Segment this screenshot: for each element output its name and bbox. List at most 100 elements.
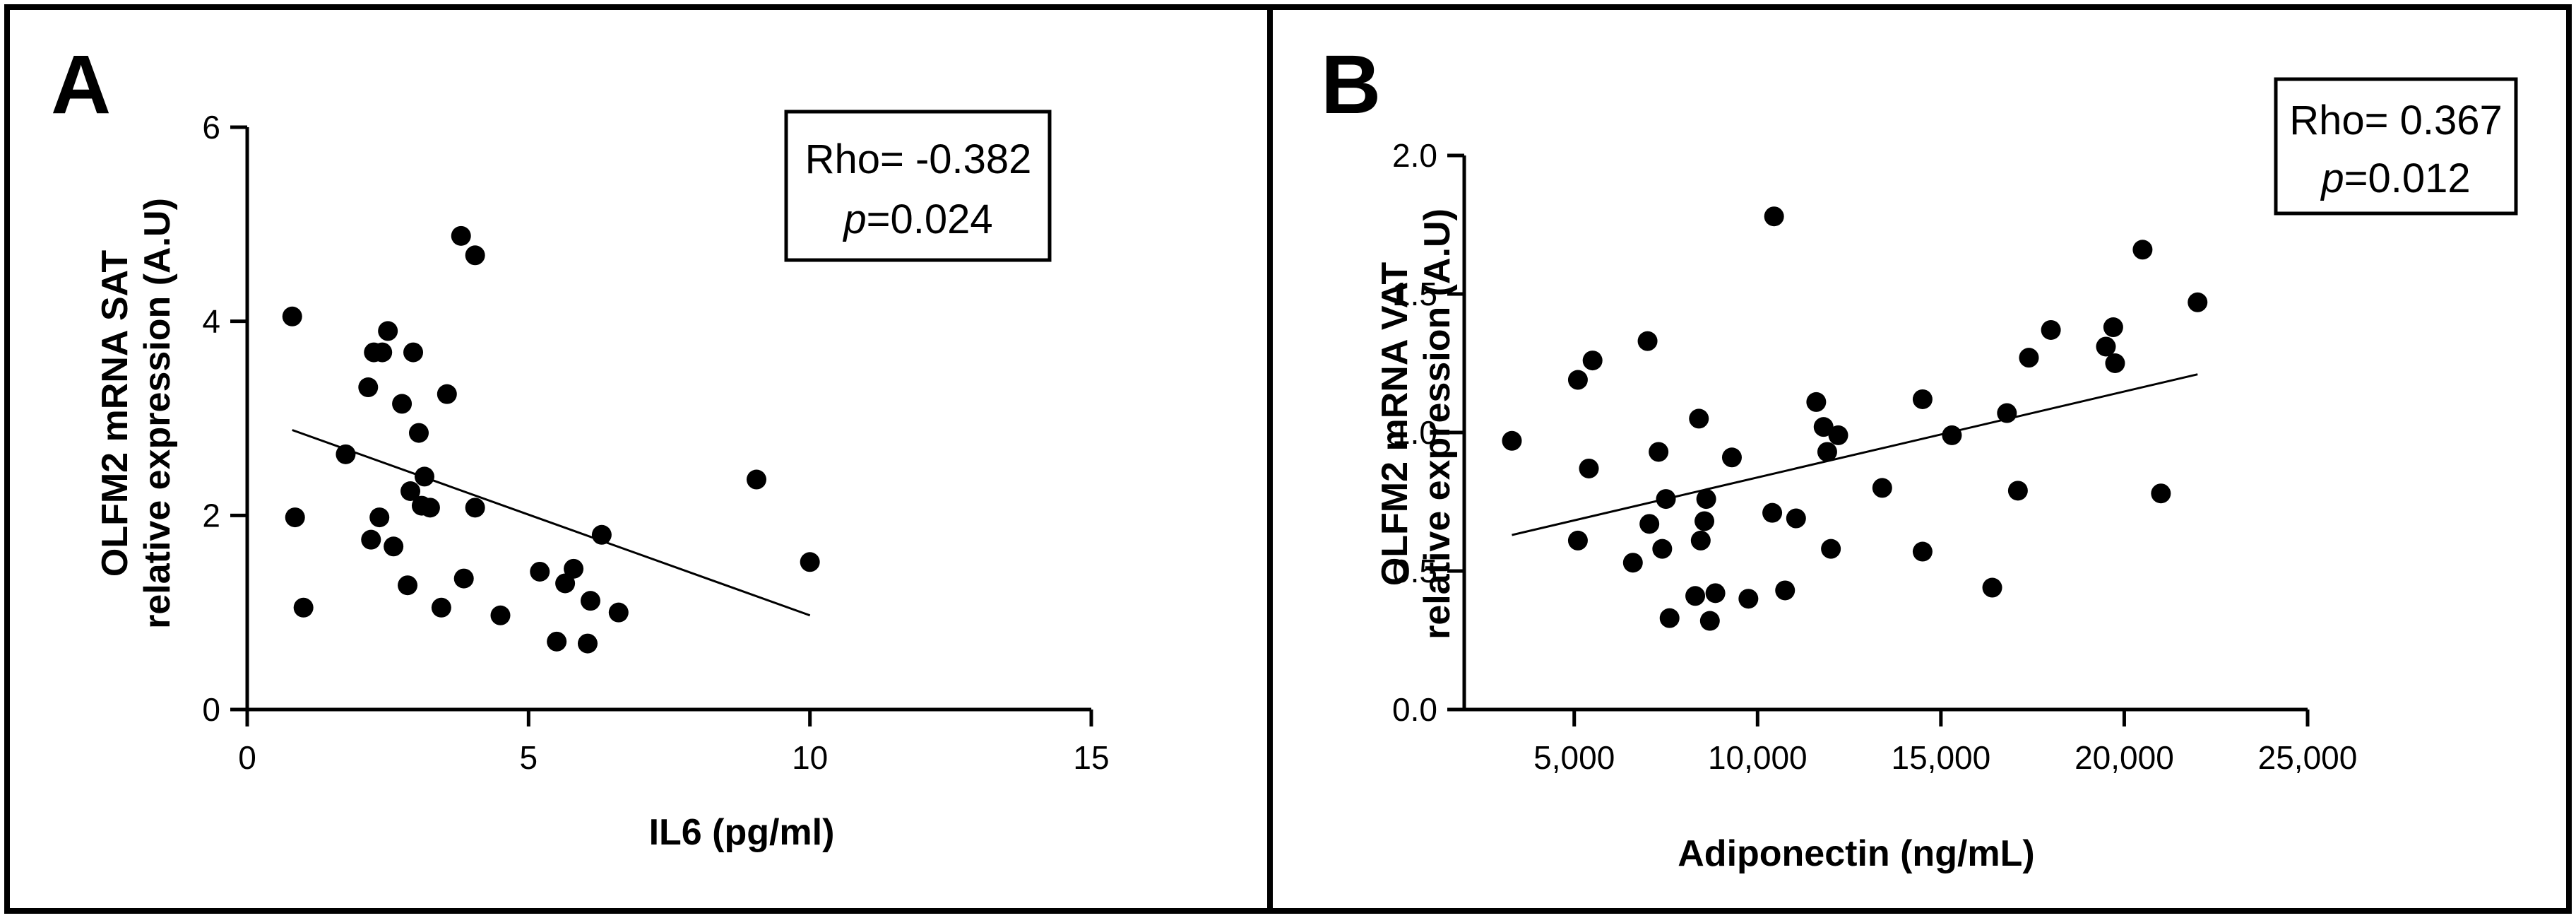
panel-a-data-point xyxy=(398,575,418,596)
panel-b-data-point xyxy=(1762,502,1783,523)
panel-a-x-axis-title: IL6 (pg/ml) xyxy=(649,812,835,853)
panel-b-p-value-label: p=0.012 xyxy=(2320,155,2470,201)
panel-a-data-point xyxy=(591,524,612,545)
panel-b-data-point xyxy=(1579,458,1599,478)
panel-a-data-point xyxy=(336,444,356,464)
panel-a-frame xyxy=(4,4,1273,914)
panel-b-data-point xyxy=(1652,539,1673,559)
panel-a-data-point xyxy=(414,466,434,487)
panel-a-data-point xyxy=(453,568,474,589)
panel-b-data-point xyxy=(1699,611,1720,631)
panel-b-data-point xyxy=(1649,442,1669,462)
panel-a-data-point xyxy=(580,591,600,611)
panel-b-x-tick-label: 20,000 xyxy=(2075,739,2174,776)
panel-b-y-tick-label: 0.5 xyxy=(1392,553,1437,589)
panel-a-x-tick-label: 15 xyxy=(1073,739,1109,776)
panel-b-data-point xyxy=(1806,392,1827,412)
panel-a-data-point xyxy=(746,469,766,490)
panel-a-data-point xyxy=(577,633,598,654)
panel-b-data-point xyxy=(1656,489,1676,510)
panel-a-y-tick-label: 2 xyxy=(202,497,220,534)
panel-b-data-point xyxy=(1912,541,1933,562)
panel-a-data-point xyxy=(358,377,379,398)
panel-b-data-point xyxy=(1738,589,1759,609)
panel-b-data-point xyxy=(2007,481,2028,501)
panel-b-x-axis-title: Adiponectin (ng/mL) xyxy=(1678,833,2034,874)
panel-a-p-value-label: p=0.024 xyxy=(842,196,992,242)
panel-a-data-point xyxy=(420,498,440,518)
panel-a-data-point xyxy=(408,423,429,443)
panel-a-data-point xyxy=(282,306,302,326)
panel-b-y-tick-label: 0.0 xyxy=(1392,691,1437,728)
panel-a-p-symbol: p xyxy=(842,196,866,242)
panel-b-data-point xyxy=(1817,442,1837,462)
panel-a-data-point xyxy=(403,342,424,363)
panel-b-data-point xyxy=(1912,389,1933,409)
panel-a-plot: 0 2 4 6 0 5 10 15 xyxy=(202,109,1109,776)
panel-b-label: B xyxy=(1321,38,1381,131)
panel-b-y-tick-label: 1.5 xyxy=(1392,276,1437,312)
panel-a-data-point xyxy=(564,558,584,579)
panel-b-data-point xyxy=(1705,583,1726,604)
panel-b-data-point xyxy=(1696,489,1716,510)
panel-b-p-symbol: p xyxy=(2320,155,2344,201)
panel-b-data-point xyxy=(1567,370,1588,390)
panel-b-y-axis-title-line2: relative expression (A.U) xyxy=(1417,208,1458,640)
panel-a-data-point xyxy=(608,602,629,623)
panel-b-data-point xyxy=(2105,353,2125,373)
panel-a-data-point xyxy=(490,605,511,625)
panel-b-data-point xyxy=(1775,580,1796,601)
panel-a-data-point xyxy=(400,481,421,501)
panel-a-y-tick-label: 0 xyxy=(202,691,220,728)
panel-b-data-point xyxy=(1997,403,2017,423)
panel-a-data-point xyxy=(800,552,820,572)
panel-b-data-point xyxy=(1582,351,1603,371)
panel-b-plot: 0.0 0.5 1.0 1.5 2.0 5,000 10,000 15,000 20,000 25… xyxy=(1392,137,2357,776)
panel-a-stats-box xyxy=(784,110,1052,262)
panel-b-y-axis-title-line1: OLFM2 mRNA VAT xyxy=(1375,262,1415,587)
panel-b-data-point xyxy=(1764,206,1784,227)
panel-b-data-point xyxy=(1721,447,1742,468)
panel-b-data-point xyxy=(1942,425,1962,445)
panel-b-data-point xyxy=(2151,483,2171,504)
panel-b-p-value: =0.012 xyxy=(2344,155,2471,201)
panel-b-data-point xyxy=(1821,539,1841,559)
panel-a-y-tick-label: 6 xyxy=(202,109,220,146)
panel-b-trend-line xyxy=(1512,373,2198,536)
panel-b-data-point xyxy=(1685,586,1706,606)
panel-b-data-point xyxy=(1637,331,1658,351)
panel-a-data-point xyxy=(378,321,398,341)
panel-a-data-point xyxy=(392,394,412,414)
panel-b-data-point xyxy=(1813,417,1834,437)
panel-b-data-point xyxy=(1567,530,1588,551)
panel-b-x-tick-label: 15,000 xyxy=(1892,739,1991,776)
panel-b-data-point xyxy=(2188,292,2208,312)
panel-a-rho-label: Rho= -0.382 xyxy=(805,136,1032,182)
panel-b-data-point xyxy=(1659,608,1680,628)
panel-a-data-point xyxy=(451,225,471,246)
panel-b-data-point xyxy=(1694,511,1715,531)
panel-a-data-point xyxy=(293,597,314,618)
panel-b-stats-box xyxy=(2274,77,2518,216)
panel-a-data-point xyxy=(431,597,451,618)
panel-a-data-point xyxy=(361,529,381,550)
panel-a-data-point xyxy=(285,507,305,528)
panel-b-x-tick-label: 25,000 xyxy=(2258,739,2358,776)
panel-b-data-point xyxy=(1982,577,2002,598)
panel-a-y-tick-label: 4 xyxy=(202,303,220,340)
panel-a-data-point xyxy=(384,536,404,557)
panel-b-data-point xyxy=(1690,530,1711,551)
panel-a-trend-line xyxy=(292,429,811,617)
panel-b-data-point xyxy=(2041,319,2061,340)
panel-a-data-point xyxy=(547,631,567,652)
panel-a-y-axis-title-line1: OLFM2 mRNA SAT xyxy=(95,250,136,577)
panel-b-data-point xyxy=(1502,430,1522,451)
panel-b-data-point xyxy=(1689,408,1709,429)
panel-a-data-point xyxy=(437,384,457,404)
panel-a-data-point xyxy=(369,507,390,528)
panel-b-data-point xyxy=(1639,514,1660,534)
panel-b-y-tick-label: 2.0 xyxy=(1392,137,1437,174)
panel-b-x-tick-label: 5,000 xyxy=(1533,739,1615,776)
panel-a-data-point xyxy=(555,573,576,594)
panel-b-data-point xyxy=(1786,508,1806,529)
